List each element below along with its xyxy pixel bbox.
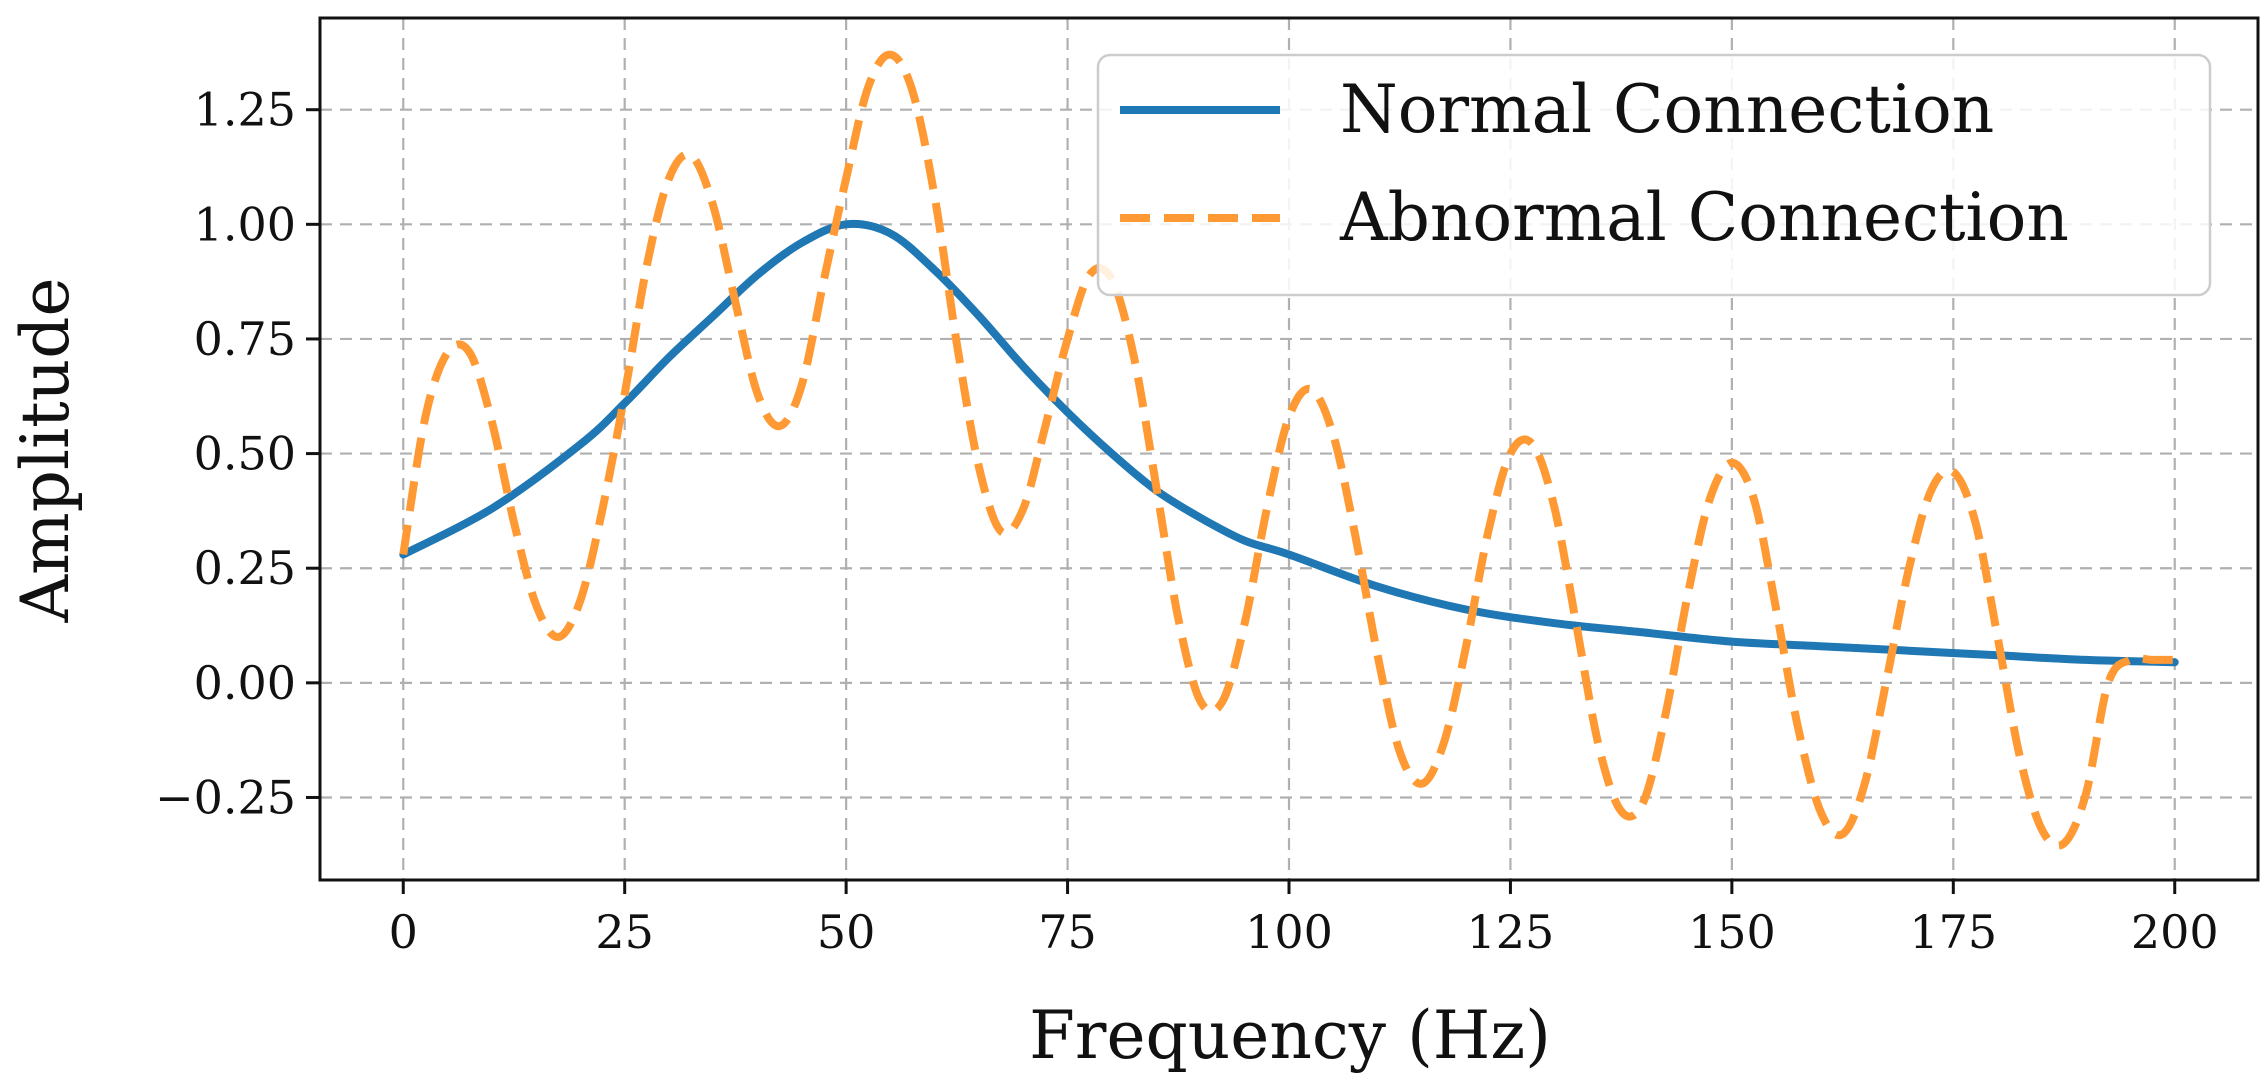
x-tick-label: 100 [1245, 905, 1333, 959]
x-tick-label: 25 [595, 905, 654, 959]
y-tick-label: 0.00 [194, 656, 296, 710]
x-axis-ticks: 0 25 50 75 100 125 150 175 200 [389, 880, 2219, 959]
series-lines [399, 50, 2179, 850]
series-line-normal-connection [399, 219, 2179, 667]
x-tick-label: 50 [817, 905, 876, 959]
x-tick-label: 150 [1688, 905, 1776, 959]
legend-label-normal: Normal Connection [1340, 71, 1994, 148]
y-axis-ticks: −0.25 0.00 0.25 0.50 0.75 1.00 1.25 [155, 83, 320, 824]
legend: Normal Connection Abnormal Connection [1096, 53, 2212, 297]
x-tick-label: 75 [1038, 905, 1097, 959]
x-tick-label: 200 [2131, 905, 2219, 959]
legend-box [1096, 53, 2212, 297]
y-tick-label: 0.50 [194, 427, 296, 481]
x-axis-label: Frequency (Hz) [1029, 997, 1551, 1074]
legend-label-abnormal: Abnormal Connection [1339, 179, 2069, 256]
y-tick-label: 0.75 [194, 312, 296, 366]
y-tick-label: −0.25 [155, 770, 296, 824]
y-tick-label: 1.00 [194, 197, 296, 251]
x-tick-label: 0 [389, 905, 418, 959]
x-tick-label: 125 [1467, 905, 1555, 959]
y-tick-label: 1.25 [194, 83, 296, 137]
y-axis-label: Amplitude [7, 277, 84, 623]
series-line-abnormal-connection [399, 50, 2175, 850]
y-tick-label: 0.25 [194, 541, 296, 595]
x-tick-label: 175 [1909, 905, 1997, 959]
